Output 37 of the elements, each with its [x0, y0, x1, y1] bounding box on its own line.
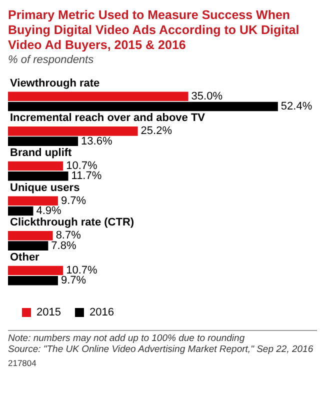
bar — [8, 231, 53, 240]
data-label: 9.7% — [60, 194, 86, 207]
bar — [8, 102, 278, 112]
data-label: 10.7% — [66, 160, 98, 172]
bar — [8, 136, 78, 146]
y-tick-label: Clickthrough rate (CTR) — [10, 216, 134, 229]
source-note: Source: "The UK Online Video Advertising Market Report," Sep 22, 2016 — [8, 344, 314, 355]
bar — [8, 266, 64, 276]
bar — [8, 171, 68, 181]
y-tick-label: Other — [10, 251, 40, 264]
data-label: 13.6% — [81, 135, 112, 148]
data-label: 7.8% — [51, 240, 76, 252]
bar — [8, 241, 48, 250]
y-tick-label: Unique users — [10, 182, 80, 194]
bar — [8, 276, 58, 286]
bar — [8, 126, 138, 136]
data-label: 8.7% — [56, 230, 82, 242]
legend-label: 2015 — [36, 306, 61, 319]
text: 217804 — [8, 358, 38, 369]
data-label: 10.7% — [66, 264, 98, 277]
y-tick-label: Brand uplift — [10, 146, 72, 159]
data-label: 35.0% — [191, 90, 223, 102]
chart-title: Primary Metric Used to Measure Success When Buying Digital Video Ads According to UK Digital Video Ad Buyers, 2015 & 2016 — [8, 8, 300, 53]
data-label: 4.9% — [36, 205, 62, 217]
bar — [8, 196, 58, 206]
data-label: 25.2% — [140, 125, 172, 138]
data-label: 11.7% — [71, 170, 102, 182]
bar — [8, 161, 64, 171]
text: Note: numbers may not add up to 100% due to rounding — [8, 333, 246, 344]
y-tick-label: Incremental reach over and above TV — [10, 112, 206, 124]
data-label: 52.4% — [280, 100, 312, 112]
chart-subtitle: % of respondents — [8, 54, 95, 66]
legend-label: 2016 — [89, 306, 114, 319]
y-tick-label: Viewthrough rate — [10, 77, 100, 90]
bar — [8, 206, 34, 216]
data-label: 9.7% — [60, 274, 86, 287]
bar — [8, 92, 188, 102]
